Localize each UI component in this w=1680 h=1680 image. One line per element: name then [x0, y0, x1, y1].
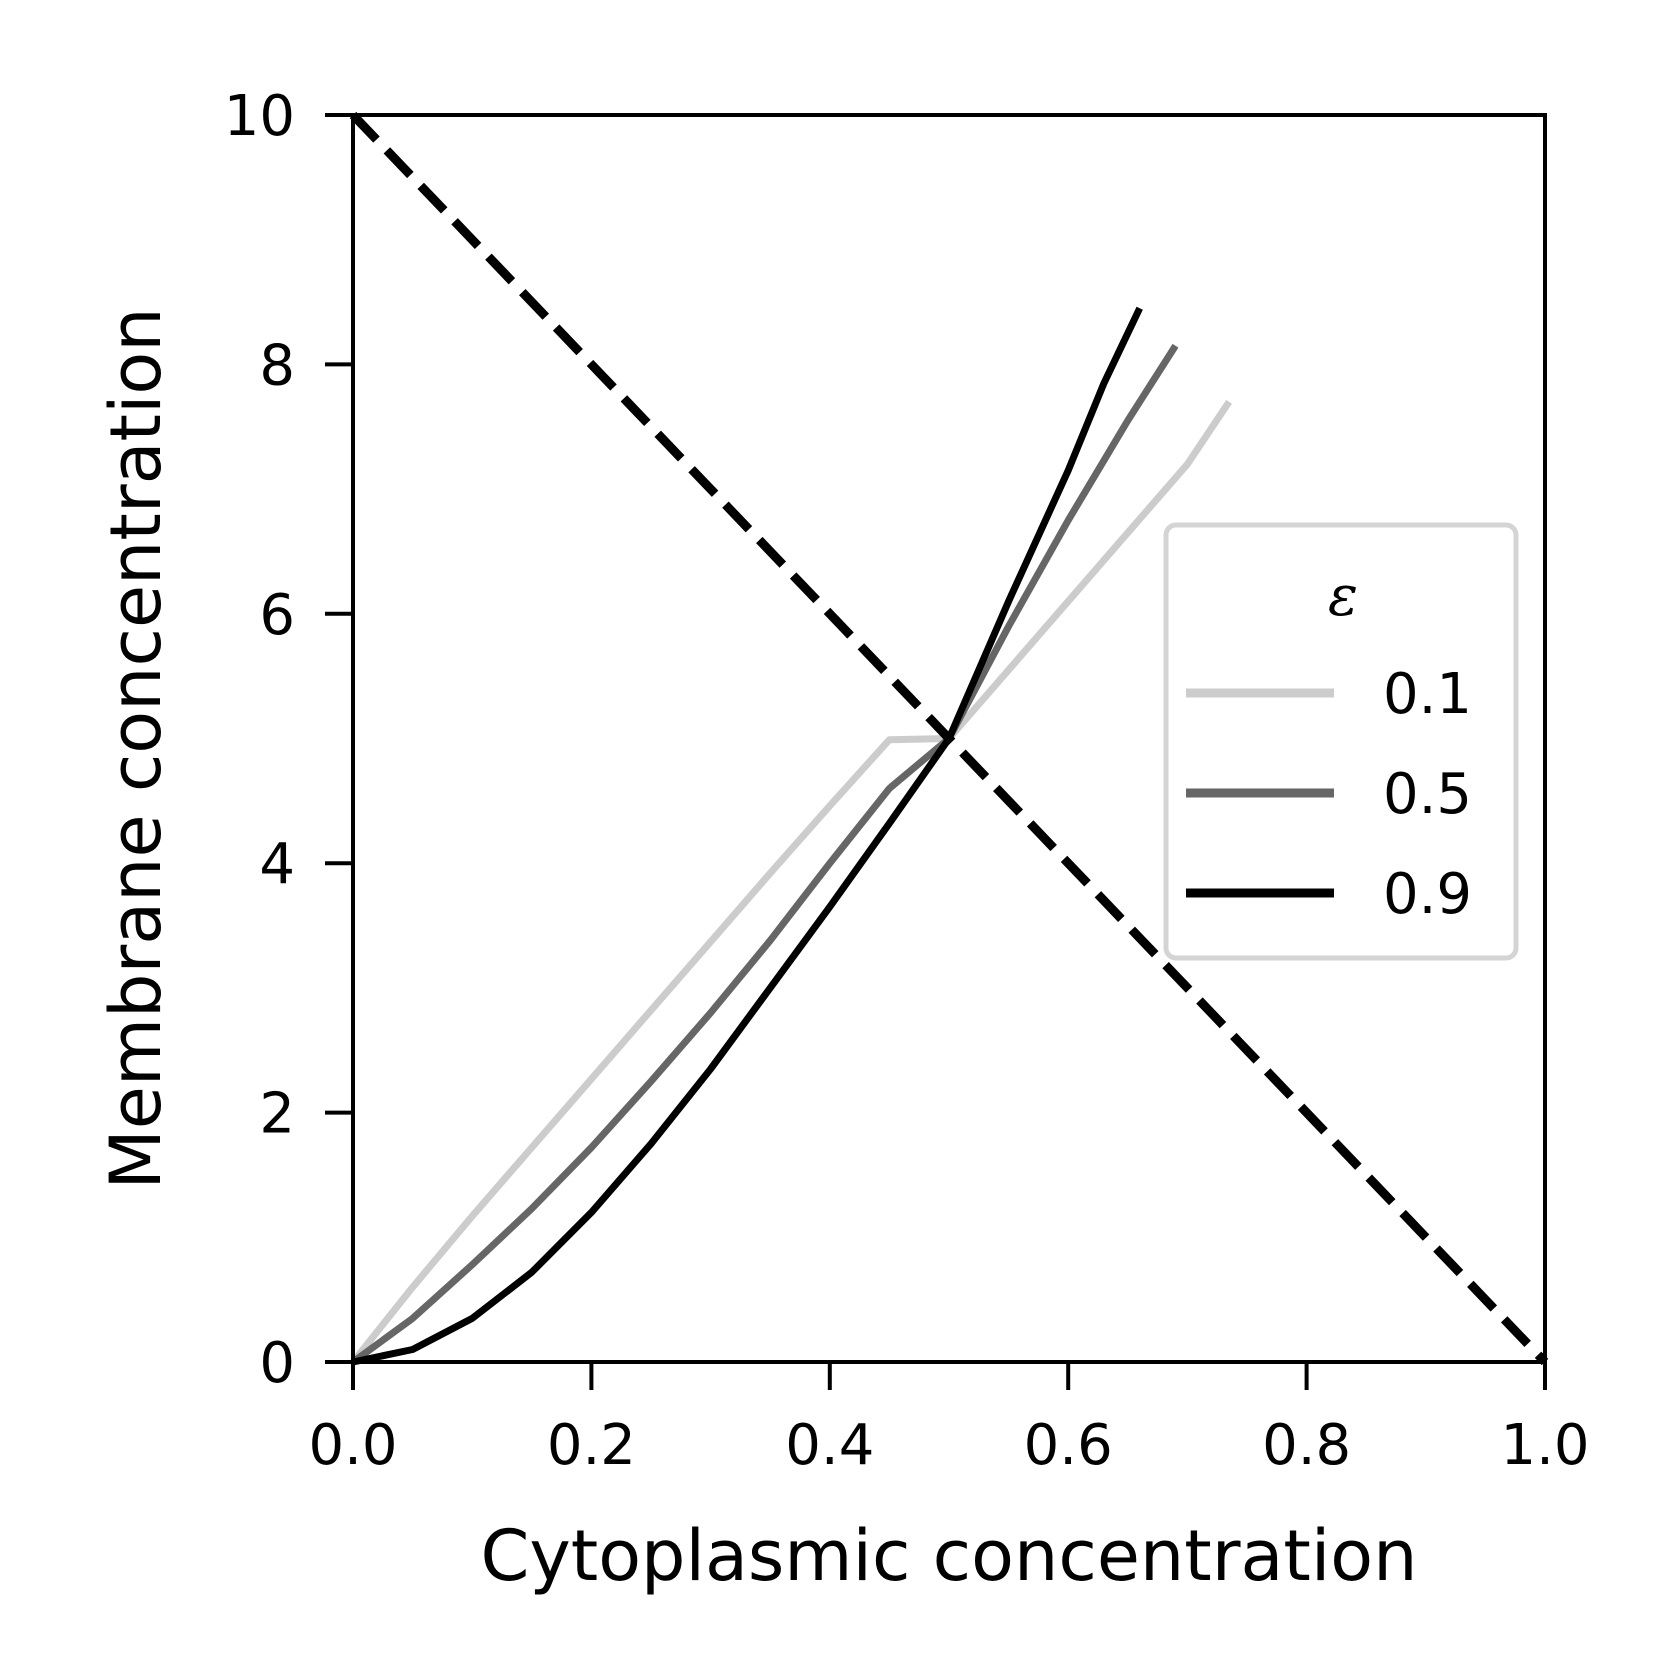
legend-title: ε	[1328, 564, 1358, 629]
series-line-2	[352, 306, 1143, 1366]
y-tick-label: 4	[259, 832, 295, 897]
series-layer	[349, 111, 1549, 1366]
series-line-0	[350, 399, 1233, 1365]
x-tick-label: 1.0	[1500, 1413, 1589, 1478]
legend-label: 0.1	[1383, 662, 1472, 727]
y-tick-label: 6	[259, 583, 295, 648]
x-tick-label: 0.8	[1262, 1413, 1351, 1478]
legend: ε 0.1 0.5 0.9	[1163, 522, 1519, 961]
plot-frame	[351, 113, 1547, 1364]
ticks-layer: 0.0 0.2 0.4 0.6 0.8 1.0 0 2 4 6 8 10	[224, 84, 1590, 1478]
x-tick-label: 0.0	[308, 1413, 397, 1478]
series-line-1	[350, 343, 1179, 1365]
x-tick-label: 0.4	[785, 1413, 874, 1478]
y-tick-label: 2	[259, 1082, 295, 1147]
legend-label: 0.9	[1383, 862, 1472, 927]
x-tick-label: 0.6	[1024, 1413, 1113, 1478]
x-axis-label: Cytoplasmic concentration	[480, 1515, 1417, 1597]
dashed-line	[349, 111, 1549, 1366]
legend-entries: 0.1 0.5 0.9	[1186, 662, 1472, 927]
legend-box	[1163, 522, 1519, 961]
y-tick-label: 8	[259, 333, 295, 398]
legend-label: 0.5	[1383, 762, 1472, 827]
x-tick-label: 0.2	[547, 1413, 636, 1478]
y-tick-label: 10	[224, 84, 295, 149]
y-axis-label: Membrane concentration	[95, 307, 177, 1189]
y-tick-label: 0	[259, 1331, 295, 1396]
